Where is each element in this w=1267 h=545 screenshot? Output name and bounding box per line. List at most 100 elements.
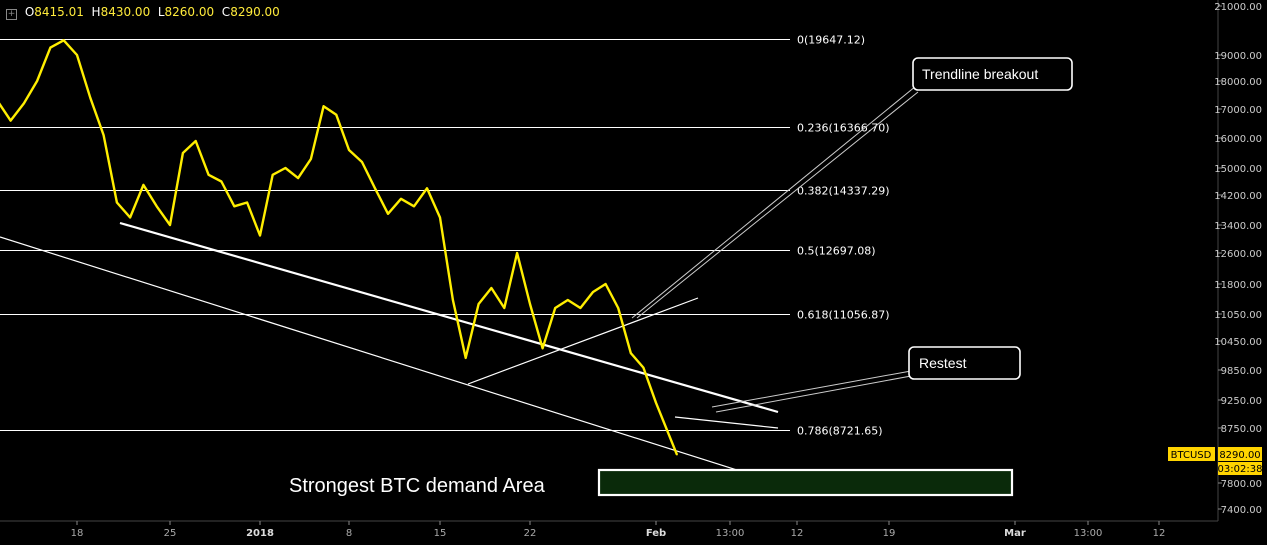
price-point [541, 347, 544, 350]
y-tick-label: 14200.00 [1214, 191, 1262, 202]
price-point [464, 357, 467, 359]
symbol-tag-box [1168, 447, 1215, 461]
fib-level-label: 0.236(16366.70) [797, 122, 890, 135]
breakout-callout-text: Trendline breakout [922, 66, 1038, 82]
expand-icon[interactable]: + [6, 9, 17, 20]
fib-level-label: 0.618(11056.87) [797, 309, 890, 322]
y-tick-label: 11050.00 [1214, 310, 1262, 321]
x-tick-label: Mar [1004, 528, 1026, 539]
price-tags: BTCUSD 8290.00 03:02:38 [1168, 447, 1262, 475]
demand-zone-label: Strongest BTC demand Area [289, 475, 546, 497]
x-tick-label: 12 [791, 528, 804, 539]
trendlines [0, 221, 779, 484]
price-point [36, 80, 38, 82]
upper-trendline [119, 221, 779, 414]
price-point [233, 205, 236, 208]
price-point [676, 453, 678, 456]
last-price-box [1218, 447, 1262, 461]
price-point [284, 167, 287, 169]
x-tick-label: 13:00 [716, 528, 745, 539]
symbol-tag-text: BTCUSD [1171, 450, 1212, 461]
breakout-callout-box [912, 57, 1073, 91]
breakout-pointer-line-2 [636, 91, 919, 319]
callouts: Trendline breakout Restest [631, 57, 1073, 413]
price-point [617, 307, 620, 309]
rising-trendline [467, 297, 699, 385]
y-tick-label: 12600.00 [1214, 249, 1262, 260]
price-point [89, 96, 92, 99]
price-point [207, 173, 210, 176]
x-tick-label: 8 [346, 528, 352, 539]
price-point [62, 39, 65, 42]
y-tick-label: 7800.00 [1221, 479, 1262, 490]
price-point [220, 180, 223, 183]
countdown-text: 03:02:38 [1218, 464, 1263, 475]
price-point [259, 234, 261, 237]
high-value: 8430.00 [100, 5, 151, 19]
y-tick-label: 13400.00 [1214, 221, 1262, 232]
price-point [387, 212, 389, 215]
y-tick-label: 9850.00 [1221, 366, 1262, 377]
close-label: C [221, 5, 231, 19]
price-point [566, 299, 569, 301]
fib-level-label: 0.786(8721.65) [797, 425, 883, 438]
price-point [554, 307, 557, 309]
price-point [490, 287, 493, 289]
price-point [297, 177, 299, 180]
open-value: 8415.01 [34, 5, 84, 19]
price-series-line [0, 39, 679, 456]
price-point [116, 201, 118, 204]
x-tick-label: 15 [434, 528, 447, 539]
y-tick-label: 18000.00 [1214, 77, 1262, 88]
series-layer [0, 39, 679, 456]
price-point [142, 184, 145, 186]
x-tick-label: 18 [71, 528, 84, 539]
demand-label-box [282, 470, 572, 500]
low-label: L [157, 5, 165, 19]
price-point [655, 401, 657, 404]
price-point [604, 283, 607, 285]
x-tick-label: Feb [646, 528, 666, 539]
price-point [516, 252, 518, 254]
price-point [503, 307, 506, 309]
price-point [310, 158, 312, 160]
x-tick-label: 25 [164, 528, 177, 539]
price-point [579, 307, 582, 309]
high-label: H [91, 5, 101, 19]
fibonacci-levels: 0(19647.12) 0.236(16366.70) 0.382(14337.29… [0, 34, 890, 438]
low-value: 8260.00 [164, 5, 215, 19]
demand-zone: Strongest BTC demand Area [282, 468, 1014, 500]
y-tick-label: 11800.00 [1214, 280, 1262, 291]
x-tick-label: 22 [524, 528, 537, 539]
fib-level-label: 0(19647.12) [797, 34, 865, 47]
x-tick-label: 2018 [246, 528, 274, 539]
y-tick-label: 9250.00 [1221, 396, 1262, 407]
price-point [23, 102, 25, 105]
price-point [400, 197, 402, 200]
price-point [361, 161, 363, 163]
price-point [335, 113, 338, 116]
close-value: 8290.00 [230, 5, 280, 19]
last-price-text: 8290.00 [1219, 450, 1260, 461]
lower-channel-line [0, 236, 779, 484]
fib-level-label: 0.5(12697.08) [797, 245, 876, 258]
price-point [246, 201, 249, 204]
price-point [413, 205, 415, 208]
restest-callout-box [908, 346, 1021, 380]
ohlc-readout: + O8415.01 H8430.00 L8260.00 C8290.00 [6, 5, 280, 20]
price-point [102, 134, 105, 137]
open-label: O [24, 5, 35, 19]
price-point [322, 105, 325, 108]
price-point [49, 46, 52, 49]
price-point [348, 149, 350, 151]
breakout-pointer-line-1 [631, 85, 917, 319]
price-point [592, 291, 594, 293]
price-point [194, 140, 197, 142]
countdown-box [1218, 462, 1262, 475]
restest-pointer-line-2 [715, 375, 912, 413]
price-point [182, 152, 184, 154]
y-tick-label: 8750.00 [1221, 424, 1262, 435]
